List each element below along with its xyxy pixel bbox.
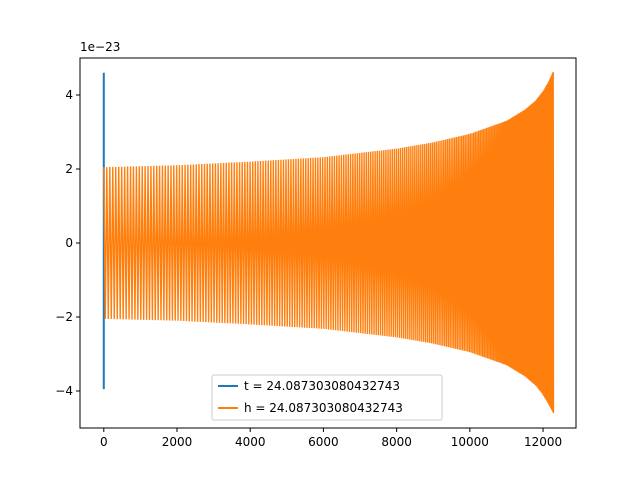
y-tick-label: −2	[55, 310, 73, 324]
legend: t = 24.087303080432743 h = 24.0873030804…	[211, 374, 443, 421]
x-tick-label: 4000	[235, 435, 266, 449]
y-tick-label: −4	[55, 384, 73, 398]
y-offset-label: 1e−23	[80, 40, 120, 54]
x-tick-label: 12000	[524, 435, 562, 449]
x-tick-label: 8000	[381, 435, 412, 449]
y-tick-label: 4	[65, 88, 73, 102]
x-tick-label: 2000	[162, 435, 193, 449]
plot-layer	[102, 71, 555, 414]
y-axis: −4 −2 0 2 4	[55, 88, 80, 398]
legend-label-t: t = 24.087303080432743	[244, 379, 400, 393]
legend-box	[211, 374, 443, 421]
x-axis: 0 2000 4000 6000 8000 10000 12000	[100, 428, 562, 449]
y-tick-label: 0	[65, 236, 73, 250]
x-tick-label: 6000	[308, 435, 339, 449]
x-tick-label: 0	[100, 435, 108, 449]
x-tick-label: 10000	[451, 435, 489, 449]
series-h-line	[103, 71, 555, 414]
legend-label-h: h = 24.087303080432743	[244, 401, 403, 415]
y-tick-label: 2	[65, 162, 73, 176]
